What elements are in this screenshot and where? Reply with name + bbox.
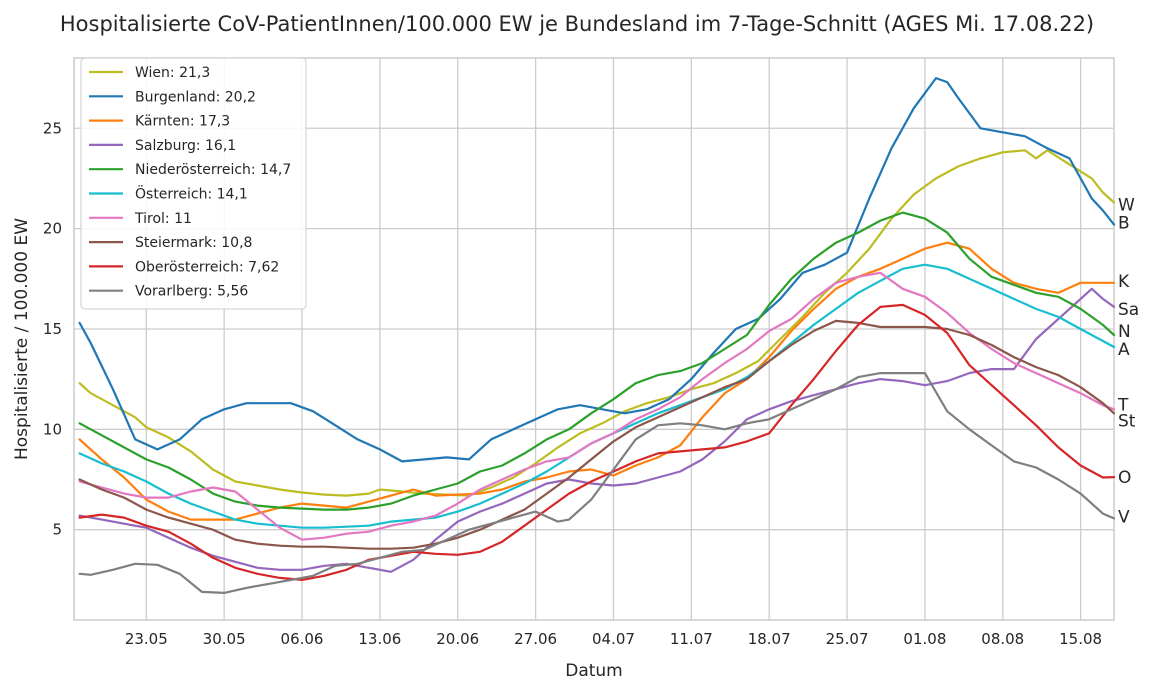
legend-entry: Kärnten: 17,3 [135, 114, 230, 130]
y-tick-label: 20 [43, 220, 62, 238]
legend-entry: Vorarlberg: 5,56 [135, 284, 248, 300]
series-line [78, 77, 1116, 463]
series-end-label: B [1118, 214, 1130, 234]
plot-frame [73, 57, 1115, 621]
y-tick-label: 10 [43, 420, 62, 438]
x-tick-label: 04.07 [592, 630, 635, 648]
x-tick-label: 25.07 [826, 630, 869, 648]
x-tick-label: 15.08 [1059, 630, 1102, 648]
chart-title: Hospitalisierte CoV-PatientInnen/100.000… [60, 12, 1094, 36]
series-line [78, 287, 1116, 573]
legend-entry: Oberösterreich: 7,62 [135, 259, 279, 275]
series-end-label: T [1117, 395, 1129, 415]
series-line [78, 319, 1116, 550]
legend-box [80, 57, 307, 310]
series-end-label: V [1118, 507, 1130, 527]
series-line [78, 303, 1116, 581]
x-tick-label: 23.05 [125, 630, 168, 648]
y-tick-label: 15 [43, 320, 62, 338]
x-tick-label: 06.06 [281, 630, 324, 648]
series-end-label: Sa [1118, 300, 1139, 320]
legend-entry: Burgenland: 20,2 [135, 89, 256, 105]
x-tick-label: 18.07 [748, 630, 791, 648]
series-line [78, 241, 1116, 521]
series-line [78, 271, 1116, 541]
x-tick-label: 27.06 [514, 630, 557, 648]
series-line [78, 149, 1116, 497]
x-tick-label: 11.07 [670, 630, 713, 648]
series-end-label: K [1118, 272, 1130, 292]
series-line [78, 211, 1116, 511]
y-axis-tick-labels: 5 10 15 20 25 [43, 119, 62, 538]
series-line [78, 372, 1116, 594]
x-axis-tick-labels: 23.05 30.05 06.06 13.06 20.06 27.06 04.07 11.07… [125, 630, 1102, 648]
legend-entry: Salzburg: 16,1 [135, 138, 236, 154]
series-end-label: W [1118, 196, 1135, 216]
x-tick-label: 13.06 [358, 630, 401, 648]
x-axis-label: Datum [565, 661, 623, 681]
legend-entry: Niederösterreich: 14,7 [135, 162, 291, 178]
series-end-label: St [1118, 411, 1136, 431]
y-axis-label: Hospitalisierte / 100.000 EW [12, 218, 32, 460]
y-tick-label: 25 [43, 119, 62, 137]
legend: Wien: 21,3 Burgenland: 20,2 Kärnten: 17,3 S… [80, 57, 307, 310]
series-end-label: N [1118, 322, 1131, 342]
series-end-label: O [1118, 468, 1131, 488]
legend-entry: Steiermark: 10,8 [135, 235, 252, 251]
series-lines [78, 77, 1116, 594]
legend-entry: Wien: 21,3 [135, 65, 210, 81]
x-tick-label: 01.08 [903, 630, 946, 648]
y-tick-label: 5 [52, 521, 62, 539]
x-tick-label: 20.06 [436, 630, 479, 648]
x-tick-label: 30.05 [203, 630, 246, 648]
legend-entry: Österreich: 14,1 [135, 185, 248, 203]
x-tick-label: 08.08 [981, 630, 1024, 648]
legend-entry: Tirol: 11 [134, 211, 192, 227]
series-end-label: A [1118, 340, 1130, 360]
